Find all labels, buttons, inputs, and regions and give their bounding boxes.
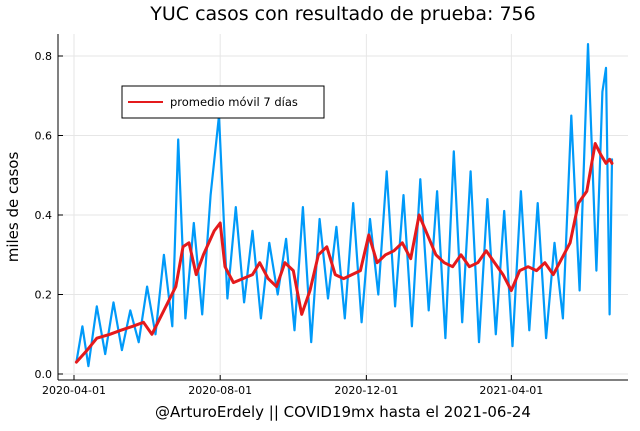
y-tick-label: 0.2: [35, 289, 53, 302]
daily-cases-line: [75, 42, 614, 368]
chart-title: YUC casos con resultado de prueba: 756: [149, 3, 535, 25]
legend-label: promedio móvil 7 días: [170, 95, 298, 109]
tick-layer: 0.0 0.2 0.4 0.6 0.8 2020-04-01 2020-08-01 2020-…: [35, 50, 544, 397]
x-tick-label: 2020-04-01: [42, 384, 106, 397]
legend: promedio móvil 7 días: [121, 85, 325, 119]
x-tick-label: 2021-04-01: [479, 384, 543, 397]
y-tick-label: 0.6: [35, 130, 53, 143]
y-tick-label: 0.0: [35, 368, 53, 381]
y-axis-label: miles de casos: [4, 152, 22, 263]
x-tick-label: 2020-08-01: [188, 384, 252, 397]
moving-average-line: [74, 142, 614, 364]
x-axis-label: @ArturoErdely || COVID19mx hasta el 2021…: [155, 403, 531, 421]
grid-layer: [58, 34, 628, 380]
x-tick-label: 2020-12-01: [334, 384, 398, 397]
axes-layer: [57, 34, 628, 381]
y-tick-label: 0.8: [35, 50, 53, 63]
y-tick-label: 0.4: [35, 209, 53, 222]
series-layer: [74, 42, 614, 368]
